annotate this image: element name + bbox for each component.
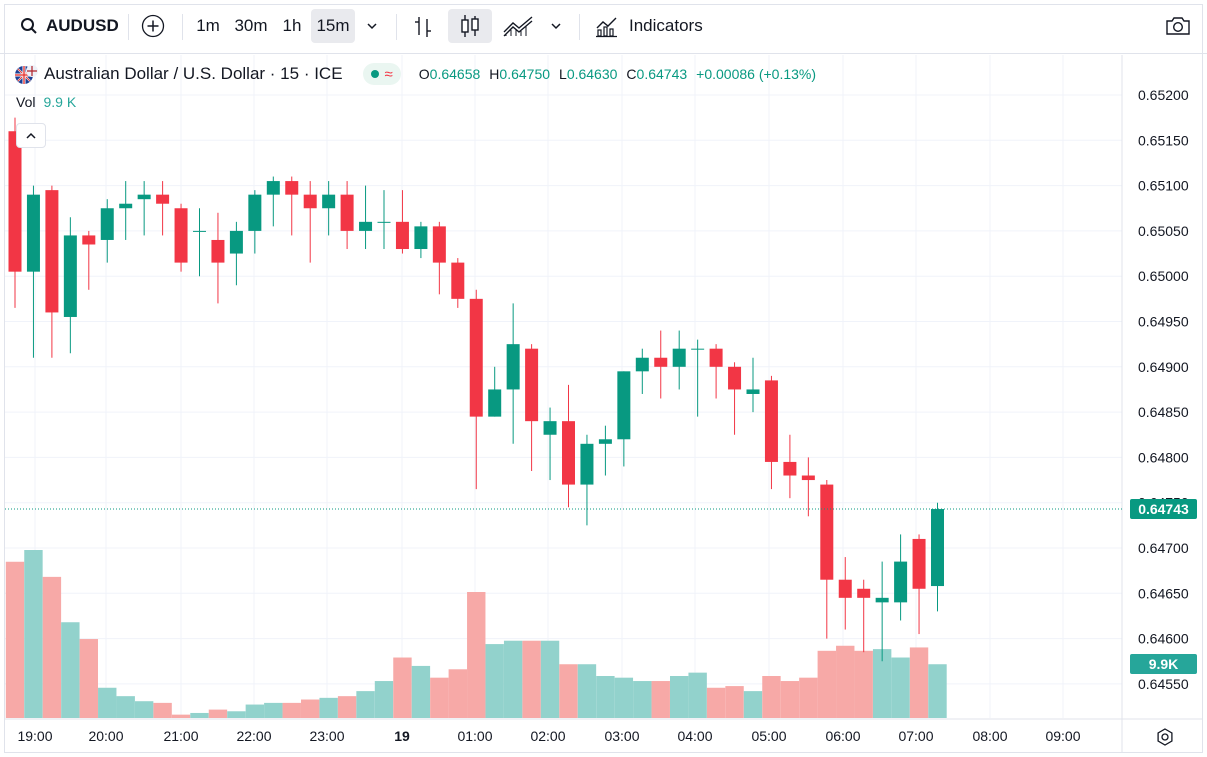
interval-15m-button[interactable]: 15m: [311, 9, 355, 43]
toolbar-divider: [182, 14, 183, 40]
interval-1h-button[interactable]: 1h: [282, 16, 302, 35]
chart-settings-button[interactable]: [1150, 724, 1180, 750]
chevron-down-icon: [551, 23, 561, 30]
add-symbol-icon: [141, 14, 165, 38]
market-status-pill[interactable]: ≈: [362, 63, 401, 85]
chevron-up-icon: [26, 132, 36, 139]
interval-dropdown-button[interactable]: [359, 9, 385, 43]
compare-symbol-button[interactable]: [136, 9, 170, 43]
camera-icon: [1166, 17, 1190, 35]
series-title[interactable]: Australian Dollar / U.S. Dollar · 15 · I…: [44, 64, 343, 83]
bar-chart-icon: [415, 17, 431, 37]
last-volume-badge: 9.9K: [1130, 654, 1197, 675]
series-legend: Australian Dollar / U.S. Dollar · 15 · I…: [14, 62, 816, 86]
chevron-down-icon: [367, 23, 377, 30]
interval-30m-button[interactable]: 30m: [234, 16, 268, 35]
toolbar-divider: [579, 14, 580, 40]
symbol-search-button[interactable]: AUDUSD: [14, 9, 134, 43]
indicators-button[interactable]: Indicators: [589, 9, 715, 43]
low-value: L0.64630: [559, 66, 618, 82]
indicators-label: Indicators: [629, 16, 703, 35]
chart-frame: [4, 4, 1203, 753]
toolbar-divider: [128, 14, 129, 40]
indicators-icon: [596, 17, 617, 38]
bars-style-button[interactable]: [405, 9, 441, 43]
volume-value: 9.9 K: [43, 94, 77, 110]
collapse-legend-button[interactable]: [16, 123, 46, 148]
candles-style-button[interactable]: [448, 9, 492, 43]
open-value: O0.64658: [418, 66, 481, 82]
data-status-icon: ≈: [384, 65, 393, 83]
market-open-dot-icon: [370, 70, 379, 78]
settings-gear-icon: [1157, 728, 1173, 746]
symbol-label: AUDUSD: [46, 16, 119, 35]
high-value: H0.64750: [489, 66, 551, 82]
line-style-button[interactable]: [499, 9, 537, 43]
candle-chart-icon: [461, 15, 479, 37]
australia-flag-icon: [14, 63, 38, 85]
search-icon: [21, 18, 37, 34]
interval-1m-button[interactable]: 1m: [196, 16, 220, 35]
screenshot-button[interactable]: [1160, 9, 1196, 43]
line-chart-icon: [503, 16, 533, 37]
volume-legend: Vol 9.9 K: [16, 94, 76, 110]
toolbar-divider: [396, 14, 397, 40]
ohlc-values: O0.64658 H0.64750 L0.64630 C0.64743 +0.0…: [419, 66, 816, 82]
chart-style-dropdown-button[interactable]: [543, 9, 569, 43]
last-price-badge: 0.64743: [1130, 499, 1197, 520]
top-toolbar: AUDUSD 1m 30m 1h 15m Indicators: [0, 0, 1207, 54]
change-value: +0.00086 (+0.13%): [696, 66, 817, 82]
volume-label[interactable]: Vol: [16, 94, 36, 110]
close-value: C0.64743: [626, 66, 688, 82]
